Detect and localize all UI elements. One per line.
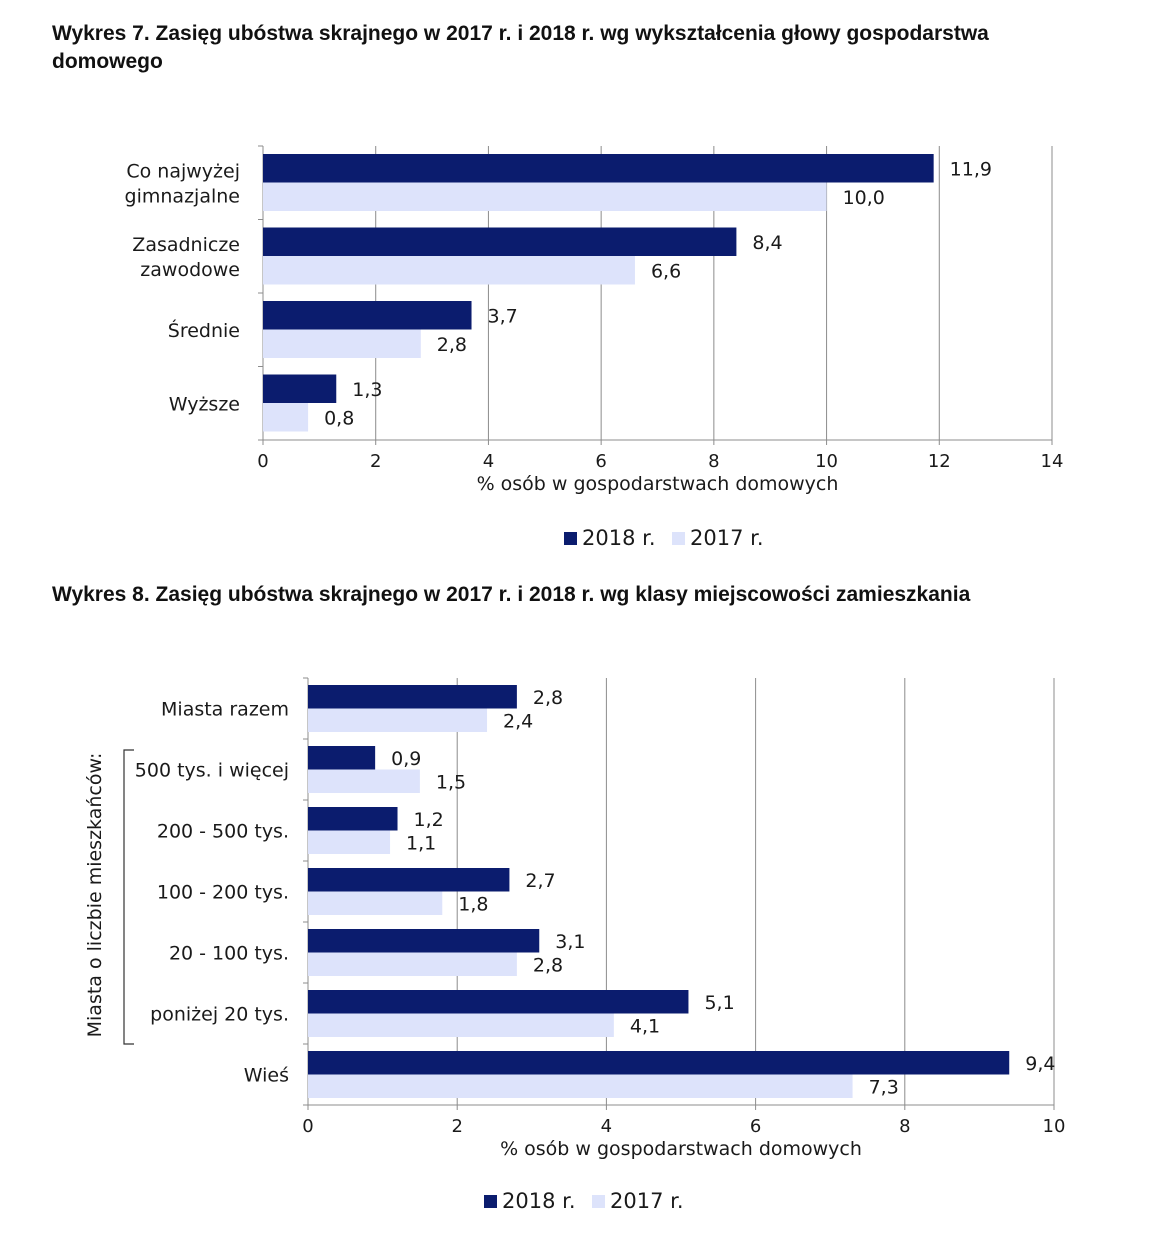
chart2-data-label: 3,1 <box>555 931 585 953</box>
chart2-category-label: poniżej 20 tys. <box>150 1004 289 1026</box>
chart2-category-label: Wieś <box>244 1065 289 1087</box>
chart1-category-label: Co najwyżej <box>126 160 240 182</box>
chart1-category-label: Zasadnicze <box>132 234 240 256</box>
chart2-data-label: 9,4 <box>1025 1053 1055 1075</box>
chart2-bar-2018 <box>308 746 376 770</box>
chart-2-svg: 0 2 4 6 8 10 % osób w gospodarstwach domowych 2… <box>84 677 1066 1213</box>
chart2-bar-2017 <box>308 769 420 793</box>
chart1-bar-2017 <box>263 329 421 358</box>
chart1-x-tick-label: 6 <box>595 451 606 472</box>
chart2-x-tick-label: 8 <box>899 1116 910 1137</box>
chart2-bar-2018 <box>308 868 510 892</box>
chart2-group-label: Miasta o liczbie mieszkańców: <box>84 753 106 1038</box>
chart2-data-label: 1,2 <box>414 809 444 831</box>
chart2-data-label: 2,7 <box>525 870 555 892</box>
chart2-category-label: 500 tys. i więcej <box>135 760 289 782</box>
chart2-data-label: 2,4 <box>503 710 533 732</box>
chart2-legend-swatch-2017 <box>592 1195 605 1208</box>
chart1-data-label: 6,6 <box>651 260 681 282</box>
chart2-bar-2017 <box>308 1074 853 1098</box>
chart1-data-label: 10,0 <box>843 187 885 209</box>
chart2-data-label: 1,5 <box>436 771 466 793</box>
chart2-x-tick-label: 10 <box>1043 1116 1066 1137</box>
chart2-data-label: 1,8 <box>458 893 488 915</box>
chart1-data-label: 1,3 <box>352 379 382 401</box>
chart2-data-label: 4,1 <box>630 1015 660 1037</box>
chart-1-svg: 0 2 4 6 8 10 12 14 % osób w gospodarstwach domow… <box>125 145 1064 550</box>
chart1-bar-2018 <box>263 227 737 256</box>
chart2-x-tick-label: 2 <box>451 1116 462 1137</box>
chart-1-title: Wykres 7. Zasięg ubóstwa skrajnego w 201… <box>52 22 989 73</box>
chart2-bar-2017 <box>308 891 443 915</box>
chart1-legend-swatch-2018 <box>564 532 577 545</box>
chart1-bar-2017 <box>263 256 635 285</box>
chart1-bar-2018 <box>263 301 472 330</box>
chart1-x-tick-label: 2 <box>370 451 381 472</box>
chart2-bar-2018 <box>308 929 540 953</box>
chart2-data-label: 1,1 <box>406 832 436 854</box>
chart2-bar-2018 <box>308 807 398 831</box>
chart2-data-label: 5,1 <box>704 992 734 1014</box>
chart1-x-axis-label: % osób w gospodarstwach domowych <box>477 473 839 495</box>
chart-2-title: Wykres 8. Zasięg ubóstwa skrajnego w 201… <box>52 583 971 606</box>
chart1-legend-label: 2018 r. <box>582 526 656 550</box>
chart1-data-label: 3,7 <box>488 305 518 327</box>
chart2-legend-swatch-2018 <box>484 1195 497 1208</box>
chart1-category-label: Wyższe <box>169 393 240 415</box>
chart2-data-label: 0,9 <box>391 748 421 770</box>
chart2-category-label: 20 - 100 tys. <box>169 943 289 965</box>
chart2-bar-2018 <box>308 990 689 1014</box>
chart2-data-label: 2,8 <box>533 954 563 976</box>
chart1-bar-2017 <box>263 403 309 432</box>
chart2-x-tick-label: 4 <box>601 1116 612 1137</box>
chart1-x-tick-label: 10 <box>815 451 838 472</box>
chart2-bar-2017 <box>308 708 488 732</box>
chart1-x-tick-label: 4 <box>483 451 494 472</box>
chart1-bar-2018 <box>263 154 934 183</box>
chart2-bar-2017 <box>308 952 517 976</box>
chart1-x-tick-label: 8 <box>708 451 719 472</box>
chart1-data-label: 11,9 <box>950 158 992 180</box>
chart2-legend-label: 2018 r. <box>502 1189 576 1213</box>
chart1-data-label: 2,8 <box>437 334 467 356</box>
chart2-category-label: Miasta razem <box>161 699 289 721</box>
chart2-category-label: 100 - 200 tys. <box>157 882 289 904</box>
chart2-x-axis-label: % osób w gospodarstwach domowych <box>500 1138 862 1160</box>
chart2-legend-label: 2017 r. <box>610 1189 684 1213</box>
chart2-group-bracket <box>123 749 134 1045</box>
chart2-x-tick-label: 0 <box>302 1116 313 1137</box>
chart1-category-label: zawodowe <box>140 259 240 281</box>
chart2-bar-2018 <box>308 685 517 709</box>
chart2-bar-2017 <box>308 1013 614 1037</box>
chart2-bar-2017 <box>308 830 391 854</box>
chart2-category-label: 200 - 500 tys. <box>157 821 289 843</box>
chart1-data-label: 0,8 <box>324 407 354 429</box>
chart1-bar-2018 <box>263 374 337 403</box>
chart1-category-label: gimnazjalne <box>125 185 240 207</box>
chart1-x-tick-label: 14 <box>1041 451 1064 472</box>
chart2-x-tick-label: 6 <box>750 1116 761 1137</box>
chart1-bar-2017 <box>263 182 827 211</box>
chart1-x-tick-label: 0 <box>257 451 268 472</box>
chart1-category-label: Średnie <box>168 318 240 342</box>
chart1-legend-label: 2017 r. <box>690 526 764 550</box>
chart1-data-label: 8,4 <box>752 232 782 254</box>
chart2-bar-2018 <box>308 1051 1010 1075</box>
chart1-x-tick-label: 12 <box>928 451 951 472</box>
chart1-legend-swatch-2017 <box>672 532 685 545</box>
chart2-data-label: 7,3 <box>869 1076 899 1098</box>
chart2-data-label: 2,8 <box>533 687 563 709</box>
